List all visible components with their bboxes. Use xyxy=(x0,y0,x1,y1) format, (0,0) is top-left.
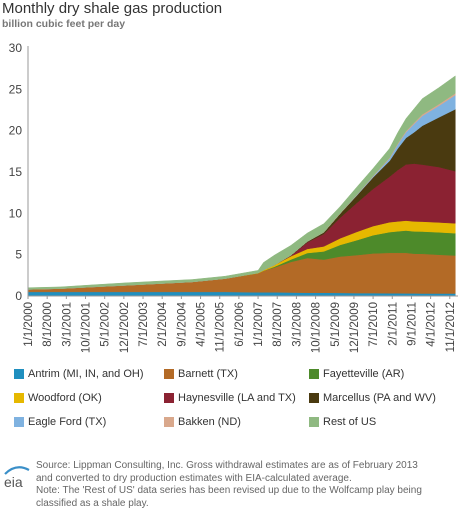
x-tick-label: 3/1/2001 xyxy=(61,302,73,347)
x-tick-label: 10/1/2001 xyxy=(81,302,93,353)
legend-label: Rest of US xyxy=(323,416,377,428)
x-tick-label: 4/1/2012 xyxy=(426,302,438,347)
legend-item-marcellus-pa-and-wv: Marcellus (PA and WV) xyxy=(309,392,436,404)
y-tick-label: 25 xyxy=(9,82,23,96)
note-line-2: classified as a shale play. xyxy=(36,497,149,509)
legend-label: Eagle Ford (TX) xyxy=(28,416,107,428)
legend-label: Marcellus (PA and WV) xyxy=(323,392,436,404)
y-tick-label: 5 xyxy=(15,248,22,262)
legend-label: Barnett (TX) xyxy=(178,368,238,380)
legend-item-woodford-ok: Woodford (OK) xyxy=(14,392,102,404)
y-tick-label: 15 xyxy=(9,165,23,179)
x-tick-label: 5/1/2002 xyxy=(100,302,112,347)
x-tick-label: 12/1/2002 xyxy=(119,302,131,353)
legend-swatch xyxy=(14,393,24,403)
eia-logo-swoosh xyxy=(4,466,30,475)
legend-swatch xyxy=(164,369,174,379)
legend-item-haynesville-la-and-tx: Haynesville (LA and TX) xyxy=(164,392,296,404)
chart-footer: Source: Lippman Consulting, Inc. Gross w… xyxy=(36,460,464,510)
x-tick-label: 5/1/2009 xyxy=(330,302,342,347)
chart-subtitle: billion cubic feet per day xyxy=(2,18,126,30)
legend-swatch xyxy=(309,393,319,403)
legend-swatch xyxy=(14,417,24,427)
x-tick-label: 7/1/2010 xyxy=(368,302,380,347)
x-tick-label: 3/1/2008 xyxy=(291,302,303,347)
x-tick-label: 10/1/2008 xyxy=(311,302,323,353)
legend-label: Fayetteville (AR) xyxy=(323,368,405,380)
x-tick-label: 12/1/2009 xyxy=(349,302,361,353)
x-tick-label: 6/1/2006 xyxy=(234,302,246,347)
x-tick-label: 11/1/2012 xyxy=(445,302,457,352)
legend-label: Woodford (OK) xyxy=(28,392,102,404)
legend-label: Bakken (ND) xyxy=(178,416,241,428)
legend-item-fayetteville-ar: Fayetteville (AR) xyxy=(309,368,404,380)
legend-label: Antrim (MI, IN, and OH) xyxy=(28,368,144,380)
legend-item-bakken-nd: Bakken (ND) xyxy=(164,416,241,428)
legend-swatch xyxy=(309,417,319,427)
legend-label: Haynesville (LA and TX) xyxy=(178,392,296,404)
x-tick-label: 2/1/2004 xyxy=(157,301,169,346)
chart-area: 0 5 10 15 20 25 30 1/1/2000 8/1/2000 3/1/2001 10/… xyxy=(9,41,458,353)
source-line-2: and converted to dry production estimate… xyxy=(36,472,352,484)
legend-item-antrim-mi-in-and-oh: Antrim (MI, IN, and OH) xyxy=(14,368,144,380)
source-line-1: Source: Lippman Consulting, Inc. Gross w… xyxy=(36,460,418,471)
eia-logo-text: eia xyxy=(4,474,23,490)
eia-logo: eia xyxy=(4,466,30,490)
x-tick-label: 11/1/2005 xyxy=(215,302,227,352)
x-tick-label: 7/1/2003 xyxy=(138,302,150,347)
legend-swatch xyxy=(14,369,24,379)
y-tick-label: 0 xyxy=(15,289,22,303)
x-tick-label: 2/1/2011 xyxy=(387,302,399,346)
x-tick-label: 9/1/2004 xyxy=(176,301,188,346)
legend-item-rest-of-us: Rest of US xyxy=(309,416,376,428)
chart-title: Monthly dry shale gas production xyxy=(2,0,223,17)
x-tick-label: 4/1/2005 xyxy=(196,302,208,347)
x-tick-label: 8/1/2000 xyxy=(42,302,54,347)
x-tick-label: 1/1/2000 xyxy=(23,302,35,347)
x-tick-label: 8/1/2007 xyxy=(272,302,284,347)
y-tick-label: 10 xyxy=(9,206,23,220)
legend-item-eagle-ford-tx: Eagle Ford (TX) xyxy=(14,416,106,428)
area-rest-of-us xyxy=(27,75,456,290)
x-tick-label: 1/1/2007 xyxy=(253,302,265,347)
x-tick-label: 9/1/2011 xyxy=(406,302,418,346)
legend-swatch xyxy=(164,393,174,403)
legend-swatch xyxy=(164,417,174,427)
legend-item-barnett-tx: Barnett (TX) xyxy=(164,368,238,380)
note-line-1: Note: The 'Rest of US' data series has b… xyxy=(36,485,422,496)
y-tick-label: 30 xyxy=(9,41,23,55)
legend-swatch xyxy=(309,369,319,379)
y-tick-label: 20 xyxy=(9,124,23,138)
